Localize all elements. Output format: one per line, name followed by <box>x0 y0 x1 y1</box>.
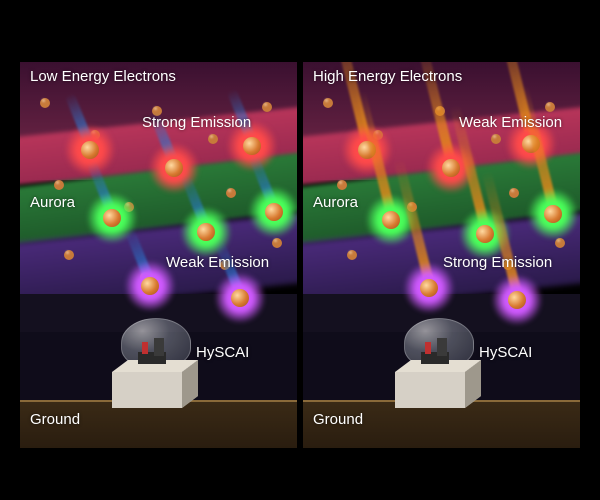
panel-high-energy: High Energy Electrons Weak Emission Auro… <box>303 62 580 448</box>
electron-purple <box>136 272 164 300</box>
title-low-energy: Low Energy Electrons <box>30 68 176 85</box>
electron-purple <box>503 286 531 314</box>
electron-core <box>442 159 460 177</box>
electron-core <box>197 223 215 241</box>
label-weak-emission-left: Weak Emission <box>166 254 269 271</box>
ambient-particle <box>208 134 218 144</box>
ambient-particle <box>262 102 272 112</box>
electron-red <box>76 136 104 164</box>
label-weak-emission-right: Weak Emission <box>459 114 562 131</box>
label-aurora-right: Aurora <box>313 194 358 211</box>
ambient-particle <box>347 250 357 260</box>
electron-core <box>141 277 159 295</box>
electron-core <box>103 209 121 227</box>
ambient-particle <box>337 180 347 190</box>
instrument-base-icon <box>395 360 481 408</box>
title-high-energy: High Energy Electrons <box>313 68 462 85</box>
diagram-area: Low Energy Electrons Strong Emission Aur… <box>20 62 580 448</box>
label-hyscai-right: HySCAI <box>479 344 532 361</box>
electron-core <box>508 291 526 309</box>
label-ground-right: Ground <box>313 411 363 428</box>
instrument-right <box>395 336 481 408</box>
ambient-particle <box>54 180 64 190</box>
electron-purple <box>226 284 254 312</box>
ambient-particle <box>509 188 519 198</box>
ambient-particle <box>272 238 282 248</box>
label-strong-emission-left: Strong Emission <box>142 114 251 131</box>
electron-core <box>231 289 249 307</box>
ambient-particle <box>323 98 333 108</box>
electron-core <box>165 159 183 177</box>
electron-green <box>98 204 126 232</box>
electron-core <box>420 279 438 297</box>
ambient-particle <box>226 188 236 198</box>
label-aurora-left: Aurora <box>30 194 75 211</box>
electron-core <box>265 203 283 221</box>
electron-core <box>382 211 400 229</box>
electron-core <box>243 137 261 155</box>
instrument-base-icon <box>112 360 198 408</box>
electron-core <box>544 205 562 223</box>
ambient-particle <box>64 250 74 260</box>
electron-green <box>192 218 220 246</box>
electron-core <box>476 225 494 243</box>
instrument-inside-icon <box>136 338 172 366</box>
electron-red <box>437 154 465 182</box>
instrument-left <box>112 336 198 408</box>
instrument-inside-icon <box>419 338 455 366</box>
ambient-particle <box>40 98 50 108</box>
diagram-container: Low Energy Electrons Strong Emission Aur… <box>0 0 600 500</box>
electron-green <box>539 200 567 228</box>
electron-purple <box>415 274 443 302</box>
label-hyscai-left: HySCAI <box>196 344 249 361</box>
electron-core <box>81 141 99 159</box>
electron-green <box>260 198 288 226</box>
ambient-particle <box>545 102 555 112</box>
label-ground-left: Ground <box>30 411 80 428</box>
electron-green <box>377 206 405 234</box>
panel-low-energy: Low Energy Electrons Strong Emission Aur… <box>20 62 297 448</box>
ambient-particle <box>491 134 501 144</box>
label-strong-emission-right: Strong Emission <box>443 254 552 271</box>
